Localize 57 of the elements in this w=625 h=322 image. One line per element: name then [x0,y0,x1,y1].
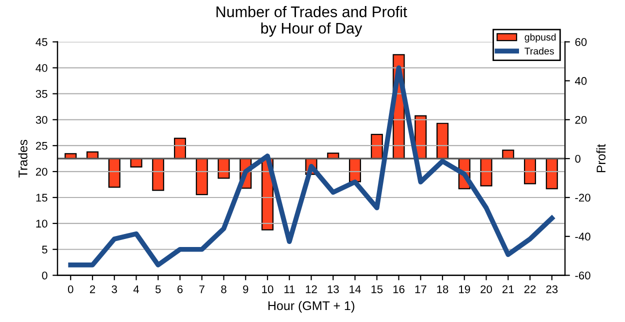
bar [436,122,449,160]
y-tick-label: 0 [42,272,48,280]
y2-tick-label: -60 [575,272,590,280]
x-tick-label: 10 [262,285,274,294]
x-tick-label: 9 [243,285,248,294]
x-tick-label: 15 [372,285,383,294]
x-tick-label: 20 [480,285,492,294]
y-tick-label: 10 [36,220,48,228]
x-tick-label: 19 [459,285,470,294]
x-tick-label: 4 [133,285,140,294]
bar [524,158,536,184]
x-tick-label: 22 [524,285,536,294]
x-tick-label: 21 [502,285,514,294]
y2-tick-label: 20 [575,116,587,124]
y-tick-label: 20 [36,168,48,176]
y2-tick-label: 40 [574,77,587,85]
y-tick-label: 35 [36,90,48,98]
bar [480,158,492,186]
line-series [68,65,554,268]
bar [108,158,120,188]
y-tick-label: 15 [36,194,48,202]
y-axis-title: Trades [18,140,28,178]
x-tick-label: 8 [221,285,226,294]
legend-label: gbpusd [524,33,556,43]
x-tick-label: 18 [437,285,448,294]
y2-axis-title: Profit [596,144,606,172]
x-tick-label: 7 [199,285,204,294]
x-tick-label: 5 [155,285,161,294]
bar [152,158,164,191]
y-tick-label: 25 [36,142,48,150]
bar [546,158,558,190]
x-tick-label: 16 [393,285,404,294]
x-tick-label: 17 [415,285,426,294]
legend-label: Trades [524,47,554,55]
x-tick-label: 14 [350,285,361,294]
x-tick-label: 23 [546,285,558,294]
bar [502,150,514,160]
x-tick-label: 12 [306,285,317,294]
y-tick-label: 5 [42,246,48,254]
bar [196,158,208,196]
y2-tick-label: 60 [575,38,587,46]
x-tick-label: 11 [284,285,295,294]
x-tick-label: 2 [90,285,96,294]
y-tick-label: 30 [36,116,48,124]
bar [218,158,230,179]
y2-tick-label: 0 [575,154,580,163]
x-tick-label: 0 [68,285,74,294]
y2-tick-label: -40 [575,232,590,241]
chart-title: Number of Trades and Profit by Hour of Day [216,6,408,37]
y-tick-label: 45 [36,38,48,46]
x-axis-title: Hour (GMT + 1) [268,300,354,313]
bar [370,134,383,160]
y-tick-label: 40 [36,64,48,72]
y2-tick-label: -20 [575,194,590,202]
x-tick-label: 13 [328,285,339,294]
x-tick-label: 3 [112,285,117,294]
x-tick-label: 6 [177,285,183,294]
